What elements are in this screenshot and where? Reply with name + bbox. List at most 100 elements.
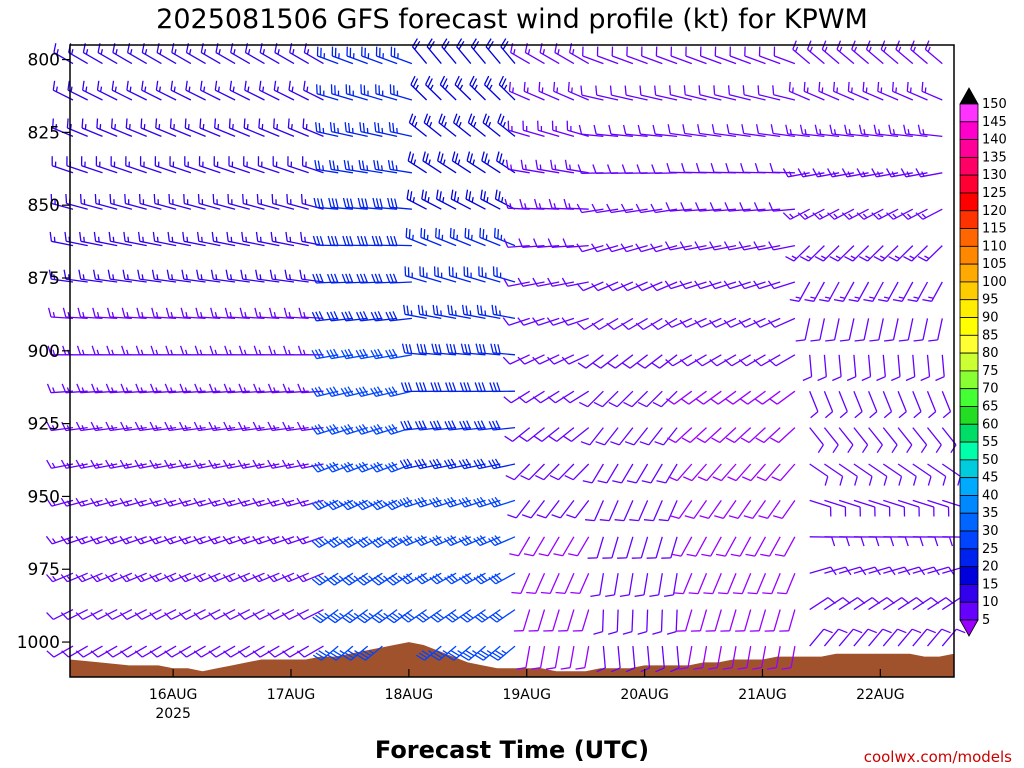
barb-staff (750, 463, 766, 482)
barb-flag (300, 231, 303, 242)
barb-flag (639, 441, 650, 446)
barb-flag (222, 535, 230, 545)
barb-flag (462, 613, 471, 621)
barb-staff (109, 316, 132, 320)
barb-flag (296, 497, 303, 507)
barb-flag (580, 441, 591, 446)
barb-staff (851, 48, 870, 65)
barb-flag (547, 356, 555, 365)
barb-staff (882, 354, 886, 377)
barb-flag (438, 113, 443, 123)
barb-flag (359, 273, 365, 284)
barb-staff (257, 316, 280, 320)
barb-flag (376, 424, 384, 433)
barb-flag (479, 227, 482, 238)
barb-staff (320, 645, 339, 661)
colorbar-label: 20 (982, 560, 999, 575)
barb-flag (149, 497, 156, 507)
barb-flag (827, 212, 835, 220)
barb-half-flag (501, 159, 505, 165)
barb-staff (731, 354, 752, 367)
barb-flag (481, 382, 486, 392)
barb-flag (237, 535, 245, 545)
barb-flag (386, 235, 391, 246)
barb-staff (286, 278, 309, 283)
barb-staff (823, 390, 834, 412)
barb-staff (650, 463, 663, 484)
barb-flag (370, 388, 377, 397)
barb-flag (709, 241, 715, 251)
barb-staff (320, 609, 339, 624)
barb-staff (717, 390, 737, 405)
barb-staff (633, 427, 649, 446)
barb-flag (179, 345, 185, 356)
barb-staff (110, 165, 133, 174)
barb-staff (230, 52, 251, 65)
barb-flag (654, 441, 664, 446)
barb-staff (848, 318, 855, 341)
barb-flag (46, 650, 55, 658)
barb-flag (538, 81, 541, 92)
barb-flag (164, 421, 170, 431)
barb-flag (385, 311, 391, 322)
barb-flag (447, 536, 455, 545)
barb-staff (170, 89, 192, 101)
barb-flag (476, 497, 484, 507)
barb-flag (325, 426, 333, 435)
barb-staff (838, 354, 842, 377)
barb-staff (646, 390, 663, 408)
barb-staff (523, 90, 545, 101)
barb-staff (124, 240, 147, 247)
barb-flag (134, 535, 142, 545)
barb-half-flag (184, 575, 190, 581)
barb-flag (315, 122, 318, 132)
barb-half-flag (883, 296, 890, 299)
barb-staff (927, 628, 943, 647)
barb-half-flag (129, 49, 133, 55)
barb-flag (738, 280, 746, 289)
barb-half-flag (554, 164, 557, 170)
barb-flag (373, 159, 377, 170)
barb-staff (448, 352, 471, 356)
barb-staff (441, 46, 457, 65)
barb-half-flag (909, 255, 915, 260)
barb-staff (200, 89, 221, 101)
barb-flag (610, 441, 620, 446)
barb-flag (897, 628, 907, 634)
barb-flag (494, 458, 501, 468)
colorbar-label: 30 (982, 524, 999, 539)
barb-flag (643, 519, 654, 522)
barb-flag (547, 396, 556, 404)
barb-flag (622, 630, 633, 635)
barb-flag (271, 193, 274, 204)
barb-half-flag (471, 196, 474, 203)
barb-flag (411, 115, 417, 126)
barb-flag (538, 553, 549, 557)
barb-flag (453, 344, 457, 354)
barb-staff (437, 609, 457, 623)
barb-staff (436, 198, 457, 210)
barb-half-flag (185, 311, 188, 318)
barb-flag (668, 476, 678, 482)
barb-flag (502, 356, 511, 365)
barb-half-flag (835, 255, 841, 260)
barb-flag (358, 538, 367, 547)
barb-flag (635, 203, 642, 213)
barb-flag (432, 497, 439, 507)
barb-flag (370, 578, 380, 586)
barb-staff (331, 130, 354, 138)
barb-flag (673, 592, 684, 595)
barb-half-flag (541, 87, 544, 93)
barb-flag (654, 85, 657, 96)
barb-flag (256, 193, 259, 204)
barb-staff (81, 165, 103, 174)
barb-staff (319, 572, 339, 586)
barb-flag (318, 650, 328, 657)
colorbar-swatch (959, 174, 979, 194)
barb-flag (341, 616, 351, 624)
barb-flag (423, 113, 429, 123)
barb-staff (80, 316, 103, 320)
barb-staff (892, 318, 899, 341)
barb-flag (361, 537, 370, 545)
barb-half-flag (52, 311, 56, 318)
